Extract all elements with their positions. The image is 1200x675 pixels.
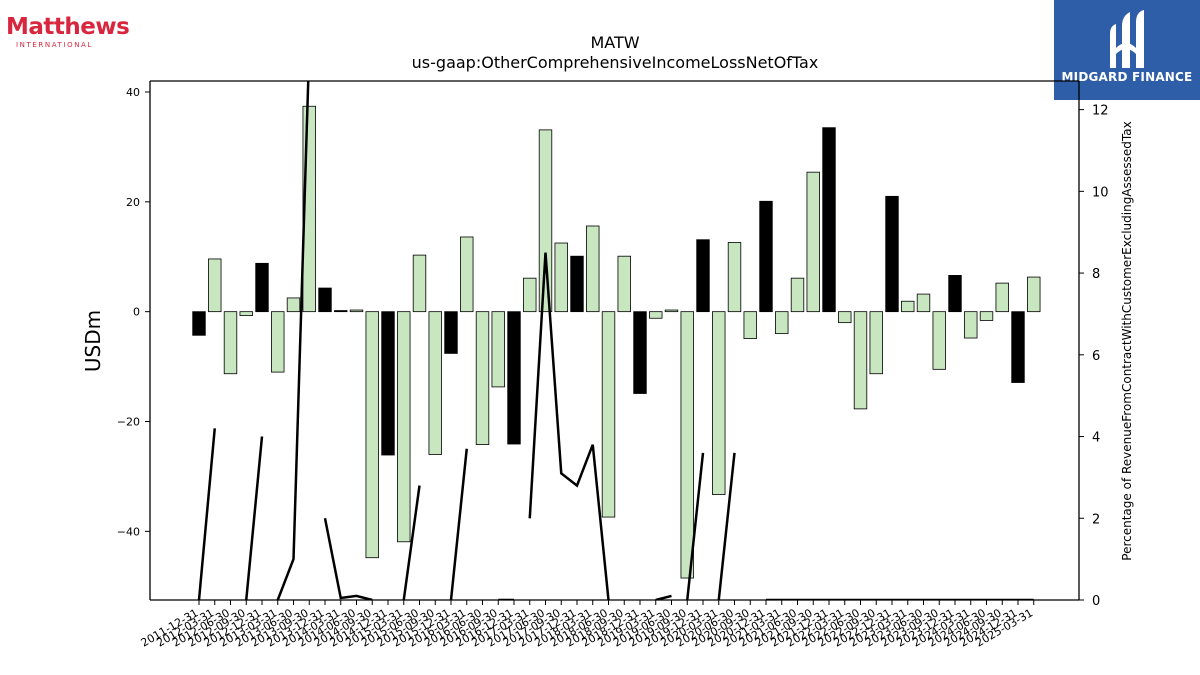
bar (948, 275, 962, 313)
bar (806, 171, 820, 313)
bar (475, 311, 490, 445)
bar (397, 311, 411, 543)
bar (885, 195, 899, 313)
matthews-logo: Matthews INTERNATIONAL (6, 14, 130, 50)
bar (428, 311, 442, 455)
bar (838, 311, 852, 324)
matthews-logo-name: Matthews (6, 14, 130, 40)
y2-tick-label: 6 (1092, 349, 1100, 364)
y-axis-label: USDm (81, 310, 105, 372)
bar (964, 311, 978, 339)
bar (570, 255, 584, 313)
bar (901, 300, 915, 313)
bar (554, 242, 568, 313)
y2-tick-label: 4 (1092, 431, 1100, 446)
y2-axis-label: Percentage of RevenueFromContractWithCus… (1120, 121, 1134, 560)
bar (727, 242, 742, 313)
bar (680, 311, 694, 579)
midgard-mark-icon (1110, 10, 1144, 68)
bar (381, 311, 395, 456)
y2-tick-label: 12 (1092, 104, 1109, 119)
y-tick-label: 0 (133, 306, 140, 319)
bar (1027, 276, 1041, 313)
bar (208, 258, 222, 313)
chart-subtitle: us-gaap:OtherComprehensiveIncomeLossNetO… (412, 53, 819, 72)
chart-title: MATW (590, 33, 639, 52)
bar (538, 129, 553, 313)
y-tick-label: −20 (117, 416, 140, 429)
bar (334, 310, 348, 313)
bar (460, 236, 474, 313)
bar (790, 277, 805, 313)
bar (286, 297, 301, 313)
bar (349, 309, 364, 313)
y2-tick-label: 0 (1092, 594, 1100, 609)
y2-tick-label: 2 (1092, 512, 1100, 527)
bar (617, 255, 631, 313)
bar (444, 311, 458, 354)
bar (271, 311, 285, 373)
bar (712, 311, 726, 495)
bar (223, 311, 238, 375)
bar (507, 311, 521, 445)
bar (192, 311, 206, 336)
bar (995, 282, 1009, 313)
matthews-logo-sub: INTERNATIONAL (16, 41, 93, 49)
bar (649, 311, 663, 319)
y2-tick-label: 10 (1092, 185, 1109, 200)
bar (979, 311, 994, 321)
y-tick-label: −40 (117, 525, 140, 538)
bar (239, 311, 253, 316)
series-line (197, 81, 1034, 600)
bar (255, 262, 269, 313)
bar (916, 293, 931, 313)
bar (775, 311, 789, 335)
bar (853, 311, 868, 410)
bar (365, 311, 379, 559)
bar (1011, 311, 1025, 383)
bar (664, 309, 679, 313)
bar (318, 287, 332, 313)
midgard-finance-name: MIDGARD FINANCE (1061, 70, 1193, 84)
y-tick-label: 40 (126, 86, 140, 99)
bar (822, 127, 836, 313)
bar (601, 311, 616, 518)
bar (491, 311, 505, 388)
plot-area (192, 81, 1041, 600)
bar (932, 311, 946, 370)
y-tick-label: 20 (126, 196, 140, 209)
bar (696, 239, 710, 313)
bar (759, 200, 773, 313)
bar (743, 311, 757, 339)
y2-tick-label: 8 (1092, 267, 1100, 282)
bar (586, 225, 600, 313)
bar (412, 254, 427, 313)
bar (523, 277, 537, 313)
midgard-finance-logo: MIDGARD FINANCE (1054, 0, 1200, 100)
bar (869, 311, 883, 375)
bar (633, 311, 647, 394)
